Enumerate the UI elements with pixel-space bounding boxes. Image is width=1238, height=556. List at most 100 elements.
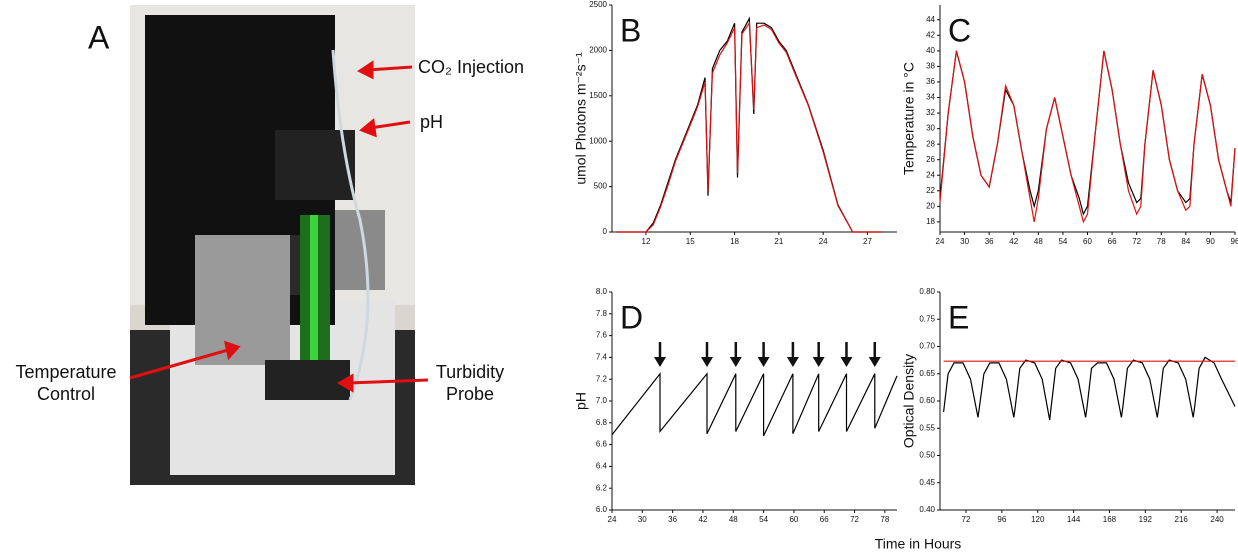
panel-letter: B — [620, 12, 641, 48]
x-tick-label: 72 — [962, 515, 971, 524]
y-axis-label: Optical Density — [901, 354, 917, 448]
panel-letter: A — [88, 19, 110, 55]
y-axis-label: umol Photons m⁻²s⁻¹ — [573, 52, 589, 185]
y-tick-label: 34 — [926, 93, 935, 102]
y-tick-label: 32 — [926, 108, 935, 117]
arrow — [367, 65, 413, 72]
y-tick-label: 8.0 — [596, 287, 608, 296]
x-tick-label: 78 — [880, 515, 889, 524]
y-tick-label: 7.4 — [596, 353, 608, 362]
y-tick-label: 7.2 — [596, 374, 608, 383]
x-tick-label: 66 — [1108, 237, 1117, 246]
x-tick-label: 27 — [863, 237, 872, 246]
event-arrow-head — [654, 357, 667, 367]
event-arrow-head — [729, 357, 742, 367]
x-tick-label: 84 — [1181, 237, 1190, 246]
panel-letter: C — [948, 12, 971, 48]
x-tick-label: 78 — [1157, 237, 1166, 246]
x-tick-label: 216 — [1175, 515, 1189, 524]
x-tick-label: 48 — [729, 515, 738, 524]
x-tick-label: 36 — [668, 515, 677, 524]
x-tick-label: 72 — [850, 515, 859, 524]
photo-label: Control — [37, 384, 95, 404]
event-arrow-head — [757, 357, 770, 367]
x-tick-label: 21 — [774, 237, 783, 246]
y-tick-label: 0.55 — [919, 423, 935, 432]
y-tick-label: 30 — [926, 124, 935, 133]
arrow-head — [357, 60, 374, 80]
y-tick-label: 0.65 — [919, 369, 935, 378]
y-tick-label: 6.6 — [596, 440, 608, 449]
x-tick-label: 54 — [1058, 237, 1067, 246]
x-tick-label: 24 — [936, 237, 945, 246]
series-line — [611, 372, 898, 437]
panel-letter: E — [948, 299, 969, 335]
x-tick-label: 24 — [819, 237, 828, 246]
panel-letter: D — [620, 299, 643, 335]
photo-light — [310, 215, 318, 365]
photo-probe-mount — [265, 360, 350, 400]
x-tick-label: 90 — [1206, 237, 1215, 246]
y-tick-label: 6.8 — [596, 418, 608, 427]
event-arrow-head — [868, 357, 881, 367]
y-tick-label: 1500 — [589, 91, 607, 100]
photo-label: Turbidity — [436, 362, 504, 382]
arrow — [129, 348, 229, 380]
y-tick-label: 0.40 — [919, 505, 935, 514]
x-tick-label: 240 — [1210, 515, 1224, 524]
x-tick-label: 30 — [638, 515, 647, 524]
y-axis-label: pH — [573, 392, 589, 410]
x-tick-label: 42 — [699, 515, 708, 524]
x-tick-label: 60 — [789, 515, 798, 524]
event-arrow-head — [840, 357, 853, 367]
y-tick-label: 0.50 — [919, 451, 935, 460]
y-tick-label: 0 — [603, 227, 608, 236]
y-tick-label: 7.0 — [596, 396, 608, 405]
x-axis-label: Time in Hours — [875, 536, 962, 552]
y-tick-label: 0.80 — [919, 287, 935, 296]
x-tick-label: 42 — [1009, 237, 1018, 246]
y-tick-label: 20 — [926, 201, 935, 210]
x-tick-label: 24 — [608, 515, 617, 524]
x-tick-label: 30 — [960, 237, 969, 246]
event-arrow-head — [786, 357, 799, 367]
series-line — [943, 356, 1236, 421]
series-line — [939, 50, 1236, 224]
y-tick-label: 24 — [926, 170, 935, 179]
x-tick-label: 120 — [1031, 515, 1045, 524]
event-arrow-head — [701, 357, 713, 367]
x-tick-label: 144 — [1067, 515, 1081, 524]
photo-label: pH — [420, 112, 443, 132]
y-tick-label: 7.8 — [596, 309, 608, 318]
x-tick-label: 66 — [820, 515, 829, 524]
x-tick-label: 54 — [759, 515, 768, 524]
series-line — [616, 16, 883, 233]
x-tick-label: 96 — [997, 515, 1006, 524]
arrow-head — [337, 373, 354, 393]
y-tick-label: 36 — [926, 77, 935, 86]
y-tick-label: 2500 — [589, 0, 607, 9]
arrow — [347, 378, 429, 385]
photo-arrows — [129, 60, 429, 393]
y-tick-label: 0.70 — [919, 342, 935, 351]
y-tick-label: 0.75 — [919, 314, 935, 323]
x-tick-label: 168 — [1103, 515, 1117, 524]
y-tick-label: 40 — [926, 46, 935, 55]
arrow-head — [223, 340, 241, 361]
y-tick-label: 42 — [926, 30, 935, 39]
photo-label: Probe — [446, 384, 494, 404]
y-tick-label: 2000 — [589, 46, 607, 55]
y-tick-label: 500 — [594, 182, 608, 191]
series-line — [616, 21, 883, 233]
y-tick-label: 28 — [926, 139, 935, 148]
y-tick-label: 1000 — [589, 136, 607, 145]
y-tick-label: 26 — [926, 155, 935, 164]
y-axis-label: Temperature in °C — [901, 62, 917, 175]
x-tick-label: 15 — [686, 237, 695, 246]
y-tick-label: 6.4 — [596, 462, 608, 471]
x-tick-label: 192 — [1139, 515, 1153, 524]
y-tick-label: 7.6 — [596, 331, 608, 340]
photo-tubing — [331, 49, 370, 401]
x-tick-label: 18 — [730, 237, 739, 246]
